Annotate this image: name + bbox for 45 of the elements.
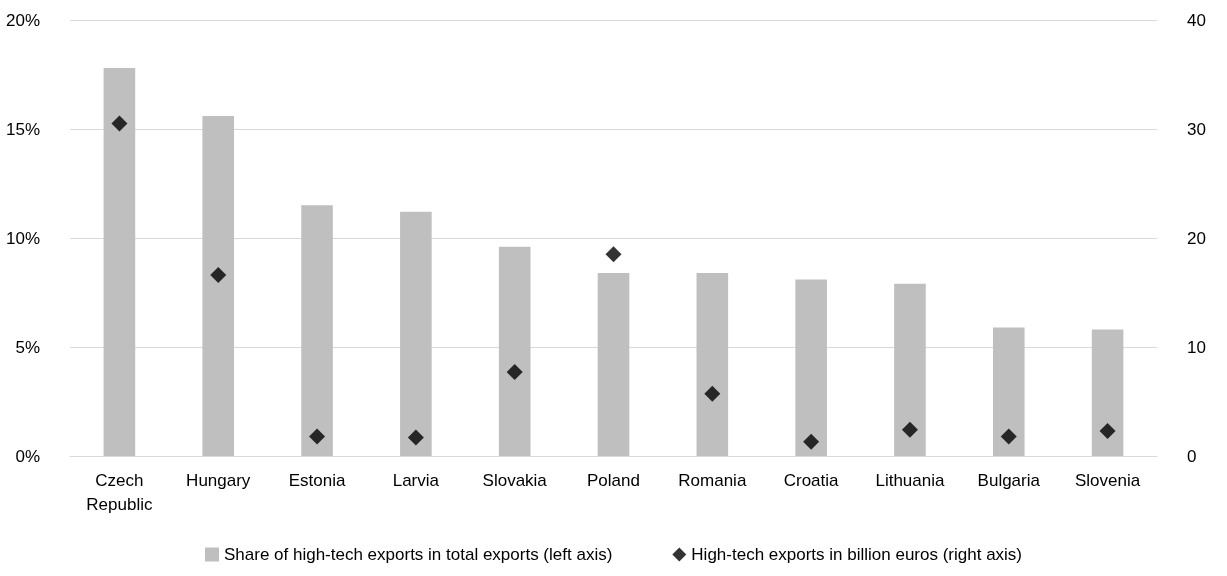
bar	[597, 272, 630, 456]
bar	[202, 115, 235, 456]
point	[210, 267, 227, 284]
bar	[894, 283, 926, 456]
x-tick-label: Slovakia	[482, 470, 548, 490]
legend-label: Share of high-tech exports in total exports (left axis)	[223, 545, 613, 564]
bar	[992, 327, 1025, 456]
point	[803, 433, 820, 450]
legend-label: High-tech exports in billion euros (right axis)	[691, 545, 1023, 564]
y-tick-label: 15%	[5, 119, 40, 139]
y2-tick-label: 10	[1187, 337, 1206, 357]
bar	[696, 272, 729, 456]
point	[111, 115, 128, 132]
point	[506, 364, 523, 381]
x-tick-label: Bulgaria	[977, 470, 1041, 490]
point	[605, 246, 622, 263]
y2-tick-label: 30	[1187, 119, 1206, 139]
x-tick-label: Larvia	[392, 470, 440, 490]
point	[901, 421, 918, 438]
x-tick-label: Slovenia	[1074, 470, 1141, 490]
bar	[400, 211, 432, 456]
point	[407, 429, 424, 446]
y2-tick-label: 40	[1187, 10, 1206, 30]
x-tick-label: Romania	[678, 470, 747, 490]
y-tick-label: 0%	[15, 446, 40, 466]
x-tick-label: Croatia	[783, 470, 840, 490]
y2-tick-label: 0	[1187, 446, 1197, 466]
bar	[795, 279, 827, 456]
point	[704, 385, 721, 402]
y2-tick-label: 20	[1187, 228, 1206, 248]
y-tick-label: 20%	[5, 10, 40, 30]
x-tick-label: Lithuania	[875, 470, 945, 490]
point	[1099, 422, 1116, 439]
point	[309, 428, 326, 445]
x-tick-label: Czech Republic	[86, 470, 153, 514]
bar	[1091, 329, 1124, 456]
x-tick-label: Hungary	[186, 470, 251, 490]
bar	[301, 205, 333, 456]
y-tick-label: 5%	[15, 337, 40, 357]
x-tick-label: Estonia	[288, 470, 346, 490]
x-tick-label: Poland	[587, 470, 640, 490]
bar	[498, 246, 531, 456]
y-tick-label: 10%	[5, 228, 40, 248]
bar	[103, 67, 136, 456]
point	[1000, 428, 1017, 445]
